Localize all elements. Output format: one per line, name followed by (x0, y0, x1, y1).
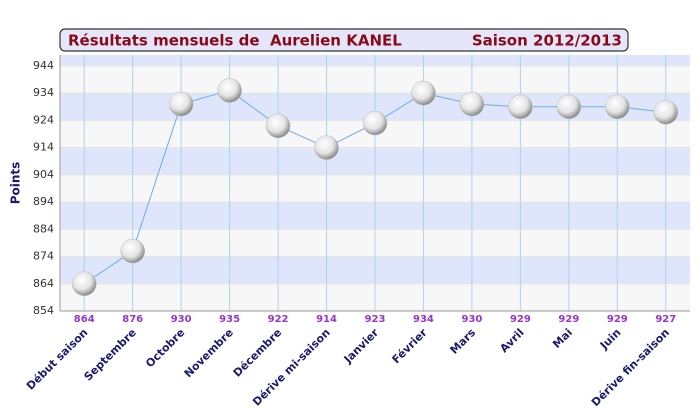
value-label: 876 (122, 314, 143, 325)
y-tick-label: 864 (33, 277, 54, 290)
marker (411, 80, 436, 106)
marker (362, 110, 388, 136)
value-label: 930 (171, 314, 192, 325)
value-label: 934 (413, 314, 434, 325)
x-tick-label: Novembre (182, 326, 236, 380)
value-label: 914 (316, 314, 337, 325)
x-tick-label: Juin (597, 326, 624, 353)
x-tick-label: Octobre (143, 326, 187, 370)
value-label: 927 (655, 314, 676, 325)
marker (71, 271, 97, 297)
chart-subtitle: Saison 2012/2013 (472, 32, 622, 50)
x-tick-label: Début saison (24, 326, 91, 393)
value-label: 929 (607, 314, 628, 325)
marker (459, 91, 485, 117)
y-tick-label: 894 (33, 195, 54, 208)
marker (217, 78, 242, 103)
value-label: 930 (461, 314, 482, 325)
x-tick-label: Avril (497, 326, 526, 355)
marker (508, 94, 533, 119)
marker (168, 91, 194, 117)
value-label: 864 (74, 314, 95, 325)
x-tick-label: Janvier (341, 326, 382, 367)
y-tick-label: 884 (33, 222, 54, 235)
chart-title: Résultats mensuels de Aurelien KANEL (68, 32, 402, 50)
y-tick-label: 914 (33, 141, 54, 154)
x-tick-label: Février (390, 326, 431, 367)
marker (314, 135, 339, 160)
value-label: 929 (510, 314, 531, 325)
marker (605, 94, 630, 119)
y-tick-label: 924 (33, 113, 54, 126)
value-label: 935 (219, 314, 240, 325)
x-tick-label: Décembre (231, 326, 285, 380)
title-box (59, 28, 629, 52)
x-tick-label: Mai (550, 326, 575, 351)
x-tick-label: Mars (448, 326, 479, 357)
x-tick-label: Septembre (82, 326, 139, 383)
marker (120, 238, 145, 264)
marker (653, 99, 679, 125)
y-tick-label: 874 (33, 250, 54, 263)
value-label: 929 (558, 314, 579, 325)
value-label: 923 (365, 314, 386, 325)
value-label: 922 (268, 314, 289, 325)
y-tick-label: 904 (33, 168, 54, 181)
marker (556, 94, 582, 119)
y-tick-label: 854 (33, 304, 54, 317)
y-tick-label: 944 (33, 59, 54, 72)
marker (265, 113, 291, 139)
y-tick-label: 934 (33, 86, 54, 99)
y-axis-label: Points (9, 162, 23, 205)
